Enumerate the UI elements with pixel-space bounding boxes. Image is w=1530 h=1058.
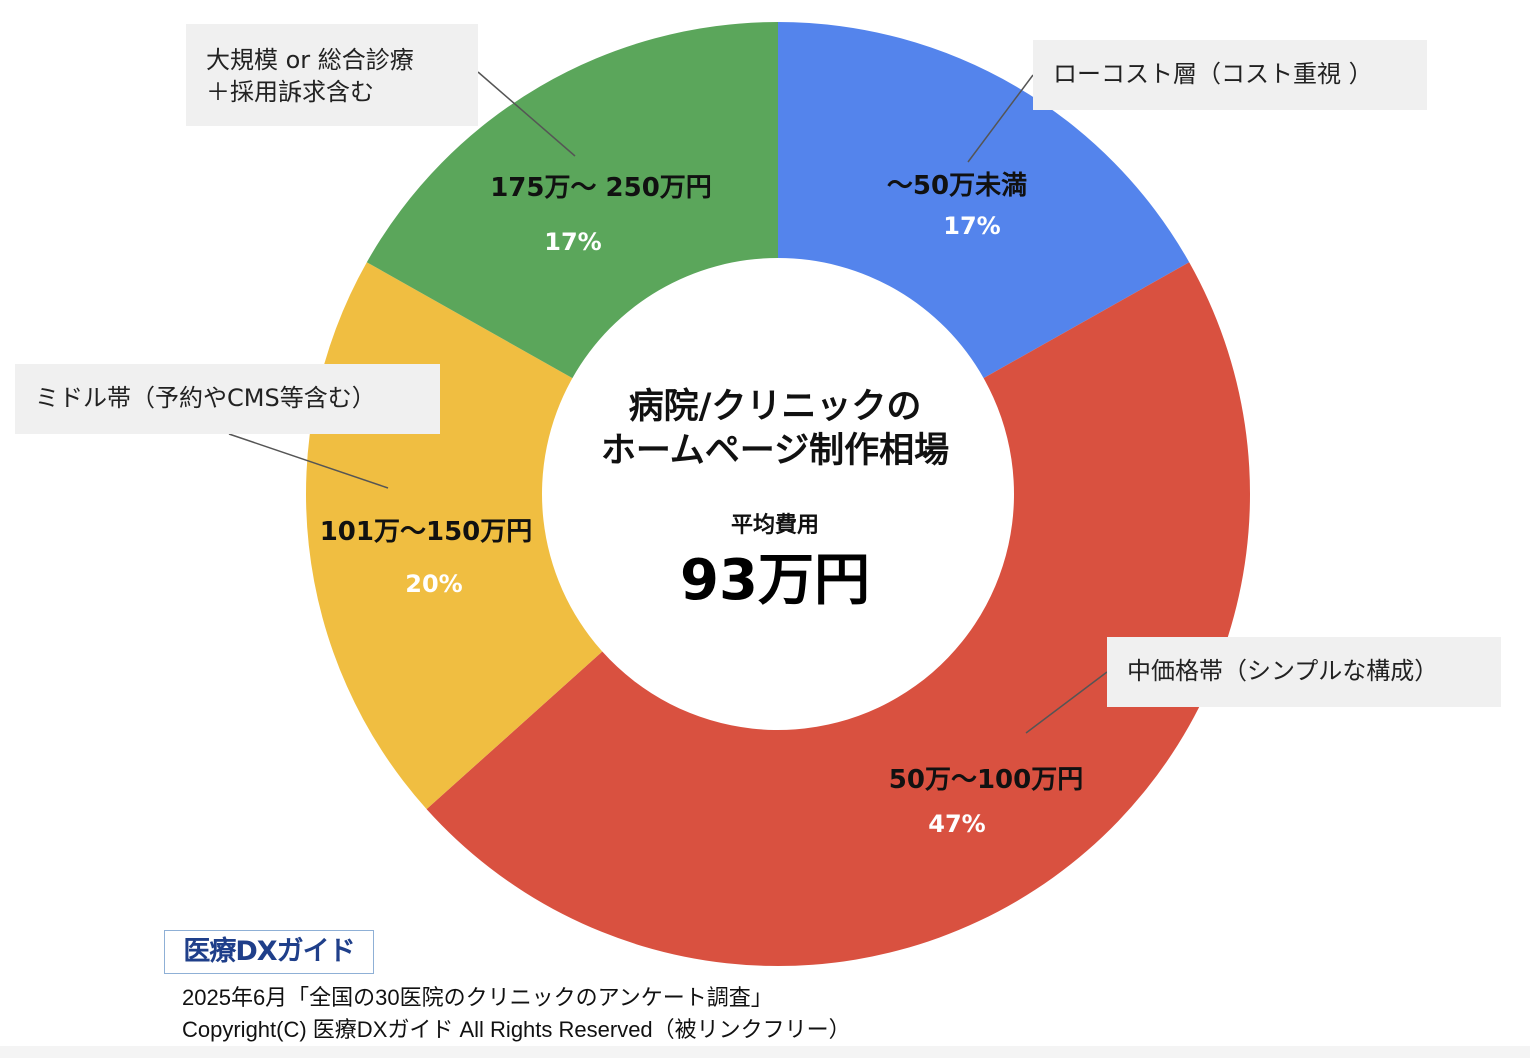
slice-label: 101万～150万円 xyxy=(320,517,533,547)
callout-middle-band: ミドル帯（予約やCMS等含む） xyxy=(15,364,440,434)
slice-label: 175万～ 250万円 xyxy=(490,173,712,203)
slice-percent-label: 47% xyxy=(928,810,985,838)
callout-low-cost: ローコスト層（コスト重視 ） xyxy=(1033,40,1427,110)
footer-copyright: Copyright(C) 医療DXガイド All Rights Reserved… xyxy=(182,1017,851,1042)
center-title: 病院/クリニックの ホームページ制作相場 xyxy=(600,387,950,471)
average-cost-label: 平均費用 xyxy=(730,513,819,538)
callout-leader-line xyxy=(477,71,576,157)
slice-mid-price xyxy=(426,262,1250,966)
callout-leader-line xyxy=(228,433,389,489)
bottom-strip xyxy=(0,1046,1530,1058)
logo: 医療DXガイド xyxy=(164,930,374,974)
average-cost-value: 93万円 xyxy=(680,548,870,613)
slice-large-scale xyxy=(366,22,778,379)
callout-leader-line xyxy=(1025,671,1108,734)
slice-percent-label: 17% xyxy=(943,212,1000,240)
slice-low-cost xyxy=(778,22,1190,379)
slice-label: ～50万未満 xyxy=(887,171,1027,201)
callout-leader-line xyxy=(967,74,1034,163)
slice-percent-label: 20% xyxy=(405,570,462,598)
callout-large-scale: 大規模 or 総合診療 ＋採用訴求含む xyxy=(186,24,478,126)
callout-mid-price: 中価格帯（シンプルな構成） xyxy=(1107,637,1501,707)
slice-percent-label: 17% xyxy=(544,228,601,256)
slice-label: 50万～100万円 xyxy=(889,765,1083,795)
footer-source: 2025年6月「全国の30医院のクリニックのアンケート調査」 xyxy=(182,985,773,1010)
